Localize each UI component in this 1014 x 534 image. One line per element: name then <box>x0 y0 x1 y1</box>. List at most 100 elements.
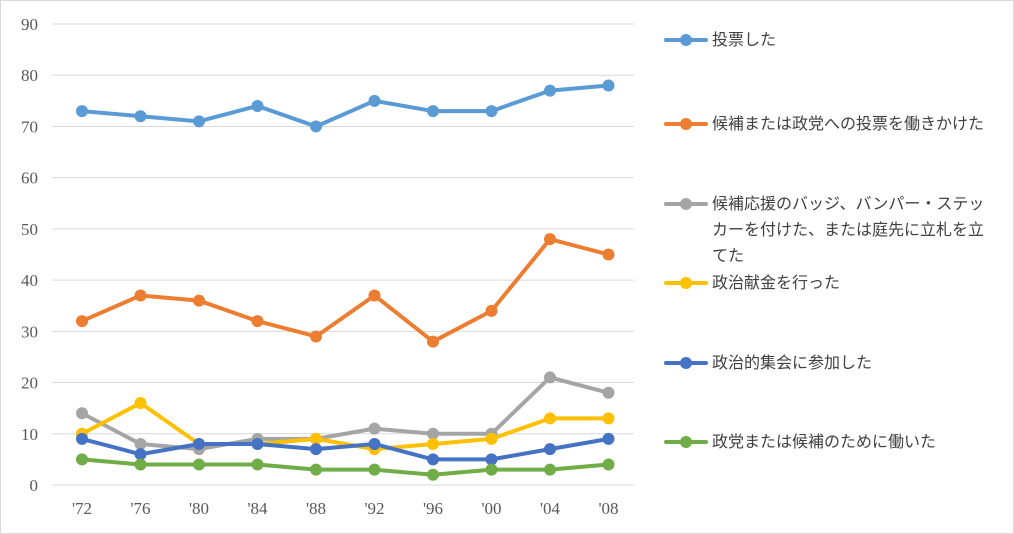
legend-swatch <box>664 353 708 375</box>
data-point <box>602 79 615 92</box>
data-point <box>602 412 615 425</box>
legend-swatch <box>664 114 708 136</box>
data-point <box>76 453 88 466</box>
legend-item-voted: 投票した <box>664 30 992 53</box>
data-point <box>544 233 556 246</box>
data-point <box>602 386 615 399</box>
data-point <box>193 294 205 307</box>
data-point <box>427 468 439 481</box>
data-point <box>310 432 322 445</box>
data-point <box>134 458 147 471</box>
data-point <box>310 120 322 133</box>
series-line-1 <box>80 237 611 344</box>
legend-label: 候補応援のバッジ、バンパー・ステッカーを付けた、または庭先に立札を立てた <box>712 194 985 265</box>
y-tick-label: 90 <box>21 15 38 34</box>
legend-swatch <box>664 273 708 295</box>
data-point <box>134 438 147 451</box>
data-point <box>193 115 205 128</box>
legend-item-persuaded: 候補または政党への投票を働きかけた <box>664 114 992 137</box>
legend-label: 政治的集会に参加した <box>712 353 873 372</box>
data-point <box>368 289 381 302</box>
x-axis-tick-labels: '72 '76 '80 '84 '88 '92 '96 '00 '04 '08 <box>72 499 619 518</box>
data-point <box>251 99 264 112</box>
legend-item-donated: 政治献金を行った <box>664 273 992 296</box>
y-tick-label: 30 <box>21 322 38 341</box>
series-line-2 <box>80 375 611 452</box>
data-point <box>427 105 439 118</box>
data-point <box>485 105 498 118</box>
data-point <box>485 463 498 476</box>
data-point <box>485 453 498 466</box>
data-point <box>251 438 264 451</box>
y-tick-label: 60 <box>21 169 38 188</box>
legend-label: 投票した <box>712 30 777 49</box>
data-point <box>134 289 147 302</box>
y-tick-label: 80 <box>21 66 38 85</box>
y-tick-label: 70 <box>21 117 38 136</box>
y-tick-label: 20 <box>21 374 38 393</box>
data-point <box>368 94 381 107</box>
series-line-3 <box>80 401 611 452</box>
data-point <box>76 407 88 420</box>
data-point <box>76 432 88 445</box>
data-point <box>193 438 205 451</box>
x-tick-label: '96 <box>423 499 443 518</box>
x-tick-label: '84 <box>247 499 268 518</box>
x-tick-label: '76 <box>130 499 150 518</box>
y-axis-tick-labels: 0 10 20 30 40 50 60 70 80 90 <box>21 15 38 495</box>
legend-label: 政治献金を行った <box>712 273 841 292</box>
legend-item-rally: 政治的集会に参加した <box>664 353 992 376</box>
x-tick-label: '92 <box>364 499 384 518</box>
y-tick-label: 50 <box>21 220 38 239</box>
data-point <box>544 84 556 97</box>
series-points <box>76 79 615 481</box>
legend-label: 候補または政党への投票を働きかけた <box>712 114 985 133</box>
series-line-5 <box>80 457 611 477</box>
x-tick-label: '00 <box>481 499 501 518</box>
data-point <box>427 453 439 466</box>
data-point <box>544 463 556 476</box>
data-point <box>544 443 556 456</box>
series-line-0 <box>80 83 611 129</box>
legend-item-worked: 政党または候補のために働いた <box>664 432 992 455</box>
legend-swatch <box>664 194 708 216</box>
data-point <box>310 463 322 476</box>
data-point <box>544 412 556 425</box>
data-point <box>427 335 439 348</box>
data-point <box>485 432 498 445</box>
data-point <box>134 448 147 461</box>
data-point <box>251 315 264 328</box>
y-tick-label: 0 <box>30 476 39 495</box>
data-point <box>368 463 381 476</box>
data-point <box>602 248 615 261</box>
series-line-4 <box>80 436 611 462</box>
data-point <box>602 432 615 445</box>
gridlines <box>52 23 634 486</box>
data-point <box>544 371 556 384</box>
x-tick-label: '08 <box>598 499 618 518</box>
data-point <box>485 304 498 317</box>
data-point <box>134 110 147 123</box>
data-point <box>602 458 615 471</box>
legend-swatch <box>664 432 708 454</box>
data-point <box>310 443 322 456</box>
x-tick-label: '88 <box>306 499 326 518</box>
data-point <box>193 458 205 471</box>
data-point <box>427 438 439 451</box>
legend-label: 政党または候補のために働いた <box>712 432 937 451</box>
data-point <box>134 397 147 410</box>
data-point <box>76 105 88 118</box>
x-tick-label: '72 <box>72 499 92 518</box>
series-lines <box>80 83 611 477</box>
y-tick-label: 40 <box>21 271 38 290</box>
data-point <box>251 458 264 471</box>
x-tick-label: '04 <box>540 499 561 518</box>
data-point <box>76 315 88 328</box>
legend-swatch <box>664 30 708 52</box>
data-point <box>368 422 381 435</box>
data-point <box>310 330 322 343</box>
legend-item-badge: 候補応援のバッジ、バンパー・ステッカーを付けた、または庭先に立札を立てた <box>664 194 992 269</box>
data-point <box>368 438 381 451</box>
x-tick-label: '80 <box>189 499 209 518</box>
